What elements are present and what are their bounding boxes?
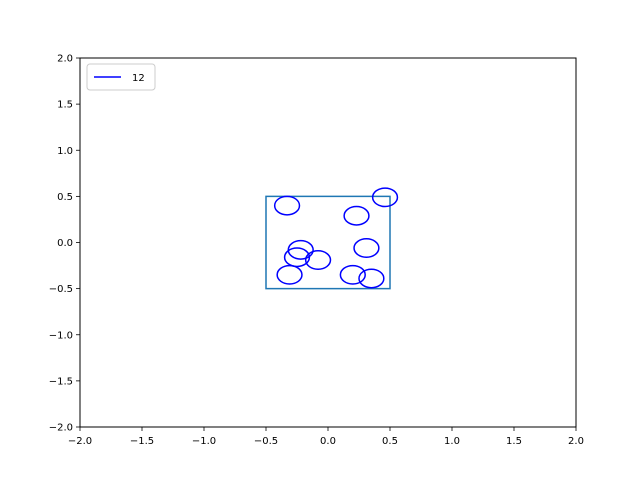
y-tick-label: 0.5 [57, 192, 73, 203]
circle-10 [358, 268, 385, 289]
circle-8 [276, 264, 303, 285]
x-tick-label: 1.5 [506, 436, 522, 447]
x-tick-label: −1.5 [130, 436, 154, 447]
y-tick-label: −1.5 [49, 376, 73, 387]
circle-3 [343, 205, 370, 226]
x-tick-label: 0.0 [320, 436, 336, 447]
y-tick-label: 0.0 [57, 238, 73, 249]
circle-5 [283, 247, 311, 268]
y-tick-label: 1.5 [57, 100, 73, 111]
x-tick-label: 2.0 [568, 436, 584, 447]
square-boundary [265, 195, 391, 290]
y-tick-label: 2.0 [57, 54, 73, 65]
circle-9 [339, 264, 366, 285]
y-tick-label: −1.0 [49, 330, 73, 341]
x-tick-label: −1.0 [192, 436, 216, 447]
axis-ticks: −2.0 −1.5 −1.0 −0.5 0.0 0.5 1.0 1.5 2.0 −2.0 −1.5 −… [49, 54, 584, 448]
x-tick-label: 1.0 [444, 436, 460, 447]
x-tick-label: 0.5 [382, 436, 398, 447]
y-tick-label: 1.0 [57, 146, 73, 157]
x-tick-label: −0.5 [254, 436, 278, 447]
circle-2 [371, 187, 399, 208]
circle-7 [353, 238, 380, 259]
circle-6 [304, 250, 332, 271]
legend-label: 12 [132, 73, 145, 84]
legend: 12 [86, 63, 156, 91]
circle-1 [273, 195, 301, 216]
y-tick-label: −2.0 [49, 423, 73, 434]
x-tick-label: −2.0 [68, 436, 92, 447]
plot-area [265, 187, 399, 290]
axes-frame [79, 57, 577, 428]
y-tick-label: −0.5 [49, 284, 73, 295]
